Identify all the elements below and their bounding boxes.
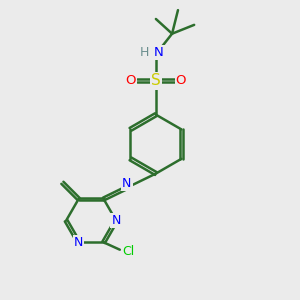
Text: Cl: Cl: [122, 245, 134, 258]
Text: N: N: [112, 214, 121, 227]
Text: O: O: [176, 74, 186, 87]
Text: S: S: [151, 73, 161, 88]
Text: H: H: [140, 46, 149, 59]
Text: N: N: [122, 177, 131, 190]
Text: O: O: [126, 74, 136, 87]
Text: N: N: [74, 236, 83, 249]
Text: N: N: [154, 46, 164, 59]
